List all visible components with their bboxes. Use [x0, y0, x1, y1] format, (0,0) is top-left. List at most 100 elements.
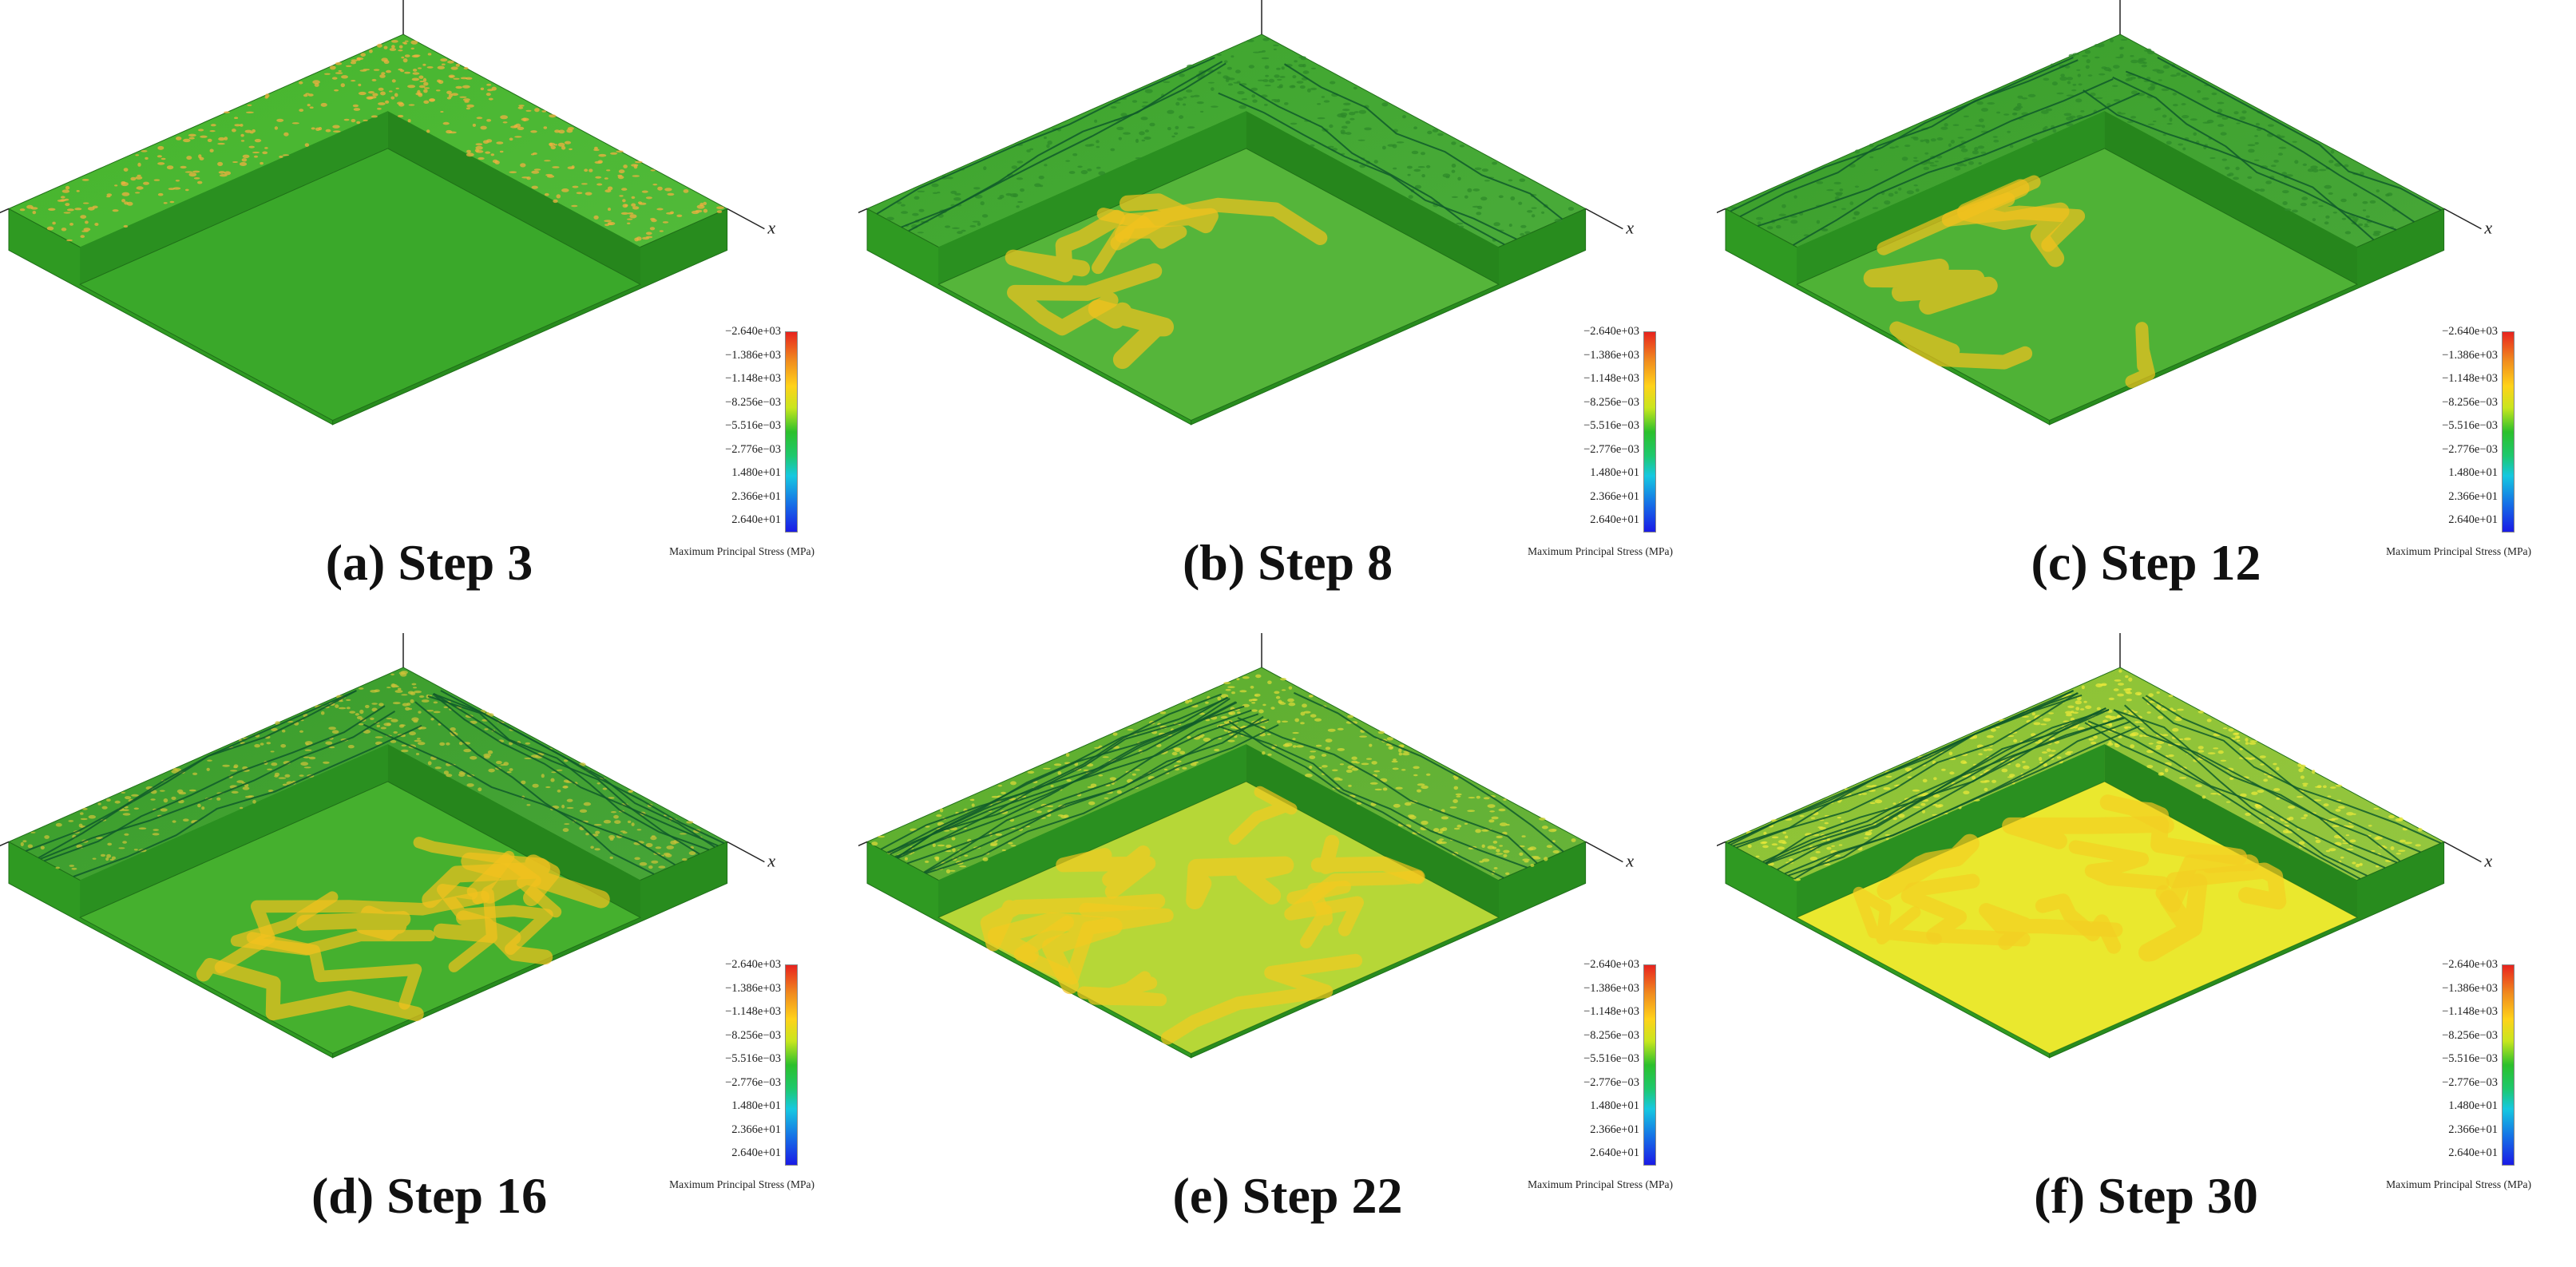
legend-tick-label: 2.366e+01 [1590, 1122, 1639, 1136]
legend-tick-label: −5.516e−03 [2442, 419, 2498, 432]
panel-title: Step 8 [1258, 534, 1393, 591]
legend-tick-label: −1.386e+03 [2442, 981, 2498, 995]
color-scale-bar [2502, 964, 2515, 1166]
panel-f: zxy−2.640e+03 −1.386e+03 −1.148e+03 −8.256e… [1717, 633, 2575, 1266]
legend-tick-label: 1.480e+01 [2448, 1099, 2498, 1112]
panel-b: zxy−2.640e+03 −1.386e+03 −1.148e+03 −8.256e… [858, 0, 1717, 633]
legend-tick-label: −2.776e−03 [725, 442, 781, 456]
legend-tick-label: −1.386e+03 [1583, 981, 1639, 995]
legend-tick-label: 2.640e+01 [731, 1146, 781, 1159]
color-legend: −2.640e+03 −1.386e+03 −1.148e+03 −8.256e−03… [2340, 325, 2531, 557]
panel-caption: (c) Step 12 [1717, 533, 2575, 592]
legend-tick-label: 1.480e+01 [1590, 1099, 1639, 1112]
legend-tick-label: −2.640e+03 [725, 325, 781, 338]
panel-label: (e) [1172, 1167, 1230, 1224]
panel-label: (c) [2031, 534, 2088, 591]
stress-block-d: zxy [0, 633, 775, 1059]
legend-tick-label: −1.148e+03 [725, 1005, 781, 1018]
legend-tick-label: −8.256e−03 [2442, 395, 2498, 409]
legend-tick-label: −2.776e−03 [1583, 442, 1639, 456]
legend-tick-label: −8.256e−03 [725, 395, 781, 409]
panel-d: zxy−2.640e+03 −1.386e+03 −1.148e+03 −8.256e… [0, 633, 858, 1266]
panel-label: (d) [311, 1167, 375, 1224]
color-legend: −2.640e+03 −1.386e+03 −1.148e+03 −8.256e−03… [1481, 958, 1673, 1190]
panel-caption: (a) Step 3 [0, 533, 858, 592]
legend-tick-label: −8.256e−03 [2442, 1028, 2498, 1042]
legend-title: Maximum Principal Stress (MPa) [1528, 545, 1673, 557]
legend-tick-label: −2.640e+03 [1583, 325, 1639, 338]
legend-tick-label: 2.366e+01 [731, 1122, 781, 1136]
legend-tick-label: −2.776e−03 [2442, 442, 2498, 456]
legend-tick-label: 1.480e+01 [731, 1099, 781, 1112]
color-scale-bar [2502, 331, 2515, 533]
axis-x-label: x [767, 218, 775, 238]
axis-x-label: x [767, 851, 775, 871]
legend-tick-label: 2.640e+01 [1590, 513, 1639, 526]
panel-title: Step 22 [1242, 1167, 1403, 1224]
legend-tick-label: −1.148e+03 [1583, 372, 1639, 385]
legend-tick-label: −1.386e+03 [2442, 348, 2498, 362]
legend-tick-label: −1.386e+03 [725, 348, 781, 362]
panel-caption: (d) Step 16 [0, 1166, 858, 1225]
legend-tick-label: −8.256e−03 [1583, 395, 1639, 409]
legend-tick-label: 2.640e+01 [2448, 1146, 2498, 1159]
legend-tick-label: −2.776e−03 [2442, 1075, 2498, 1089]
legend-tick-label: 2.640e+01 [731, 513, 781, 526]
panel-caption: (e) Step 22 [858, 1166, 1717, 1225]
panel-a: zxy−2.640e+03 −1.386e+03 −1.148e+03 −8.256e… [0, 0, 858, 633]
legend-tick-label: −2.776e−03 [725, 1075, 781, 1089]
stress-block-e: zxy [858, 633, 1634, 1059]
legend-tick-label: −1.148e+03 [725, 372, 781, 385]
axis-x-label: x [1625, 218, 1634, 238]
panel-c: zxy−2.640e+03 −1.386e+03 −1.148e+03 −8.256e… [1717, 0, 2575, 633]
legend-tick-label: 1.480e+01 [731, 466, 781, 479]
legend-title: Maximum Principal Stress (MPa) [1528, 1178, 1673, 1190]
color-scale-bar [785, 964, 798, 1166]
legend-tick-label: −5.516e−03 [725, 419, 781, 432]
legend-title: Maximum Principal Stress (MPa) [669, 545, 814, 557]
panel-title: Step 16 [386, 1167, 548, 1224]
legend-tick-label: −5.516e−03 [2442, 1052, 2498, 1065]
panel-label: (a) [325, 534, 386, 591]
stress-block-c: zxy [1717, 0, 2492, 426]
stress-block-a: zxy [0, 0, 775, 426]
panel-title: Step 12 [2100, 534, 2261, 591]
legend-tick-label: −1.386e+03 [1583, 348, 1639, 362]
panel-caption: (b) Step 8 [858, 533, 1717, 592]
legend-tick-label: −2.640e+03 [2442, 325, 2498, 338]
legend-tick-label: −1.148e+03 [2442, 1005, 2498, 1018]
panel-title: Step 3 [398, 534, 533, 591]
color-legend: −2.640e+03 −1.386e+03 −1.148e+03 −8.256e−03… [1481, 325, 1673, 557]
color-scale-bar [1643, 331, 1656, 533]
legend-tick-label: −2.776e−03 [1583, 1075, 1639, 1089]
legend-tick-label: −1.148e+03 [1583, 1005, 1639, 1018]
panel-title: Step 30 [2098, 1167, 2258, 1224]
legend-tick-label: −1.386e+03 [725, 981, 781, 995]
panel-label: (f) [2034, 1167, 2086, 1224]
legend-tick-label: 2.366e+01 [2448, 1122, 2498, 1136]
legend-tick-label: −5.516e−03 [1583, 1052, 1639, 1065]
legend-tick-label: 1.480e+01 [1590, 466, 1639, 479]
legend-tick-label: 2.366e+01 [2448, 489, 2498, 503]
axis-x-label: x [1625, 851, 1634, 871]
panel-caption: (f) Step 30 [1717, 1166, 2575, 1225]
legend-tick-label: −2.640e+03 [2442, 958, 2498, 971]
axis-x-label: x [2483, 851, 2492, 871]
legend-tick-label: 2.640e+01 [1590, 1146, 1639, 1159]
stress-block-b: zxy [858, 0, 1634, 426]
color-scale-bar [1643, 964, 1656, 1166]
color-legend: −2.640e+03 −1.386e+03 −1.148e+03 −8.256e−03… [2340, 958, 2531, 1190]
axis-x-label: x [2483, 218, 2492, 238]
legend-tick-label: −5.516e−03 [1583, 419, 1639, 432]
legend-tick-label: −1.148e+03 [2442, 372, 2498, 385]
legend-tick-label: 1.480e+01 [2448, 466, 2498, 479]
panel-label: (b) [1182, 534, 1246, 591]
legend-tick-label: 2.640e+01 [2448, 513, 2498, 526]
legend-title: Maximum Principal Stress (MPa) [669, 1178, 814, 1190]
legend-tick-label: 2.366e+01 [1590, 489, 1639, 503]
legend-tick-label: −2.640e+03 [725, 958, 781, 971]
legend-title: Maximum Principal Stress (MPa) [2386, 545, 2531, 557]
color-scale-bar [785, 331, 798, 533]
legend-title: Maximum Principal Stress (MPa) [2386, 1178, 2531, 1190]
stress-block-f: zxy [1717, 633, 2492, 1059]
